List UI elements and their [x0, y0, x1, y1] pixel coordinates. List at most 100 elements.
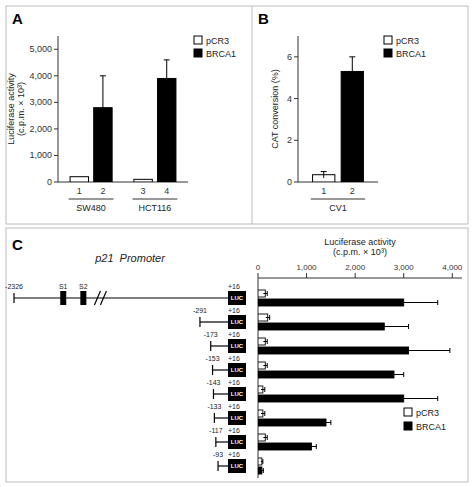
bar — [70, 177, 88, 182]
construct-start — [199, 317, 200, 327]
y-tick-label: 5,000 — [29, 44, 52, 54]
text-line: Luciferase activity — [6, 73, 16, 145]
y-tick — [54, 128, 58, 129]
x-tick-label: 3 — [141, 186, 146, 196]
y-tick-label: 6 — [287, 52, 292, 62]
error-bar — [261, 389, 265, 390]
legend-label: pCR3 — [396, 36, 419, 46]
construct-line — [218, 465, 228, 466]
reporter-box — [228, 435, 246, 449]
construct-line — [213, 369, 228, 370]
y-axis-label: CAT conversion (%) — [270, 69, 280, 149]
reporter-label: LUC — [231, 439, 244, 445]
reporter-box — [228, 291, 246, 305]
x-tick — [355, 273, 356, 278]
legend-swatch — [404, 408, 412, 416]
error-bar — [102, 76, 103, 140]
x-tick-label: 2 — [350, 186, 355, 196]
error-cap — [408, 324, 409, 329]
plot-area — [313, 57, 364, 182]
y-tick — [54, 49, 58, 50]
bar — [134, 179, 152, 182]
reporter-box — [228, 363, 246, 377]
y-tick-label: 2,000 — [29, 124, 52, 134]
bar — [258, 371, 394, 378]
construct-start — [217, 461, 218, 471]
x-tick-label: 1 — [77, 186, 82, 196]
y-tick-label: 1,000 — [29, 150, 52, 160]
error-cap — [164, 59, 170, 60]
error-bar — [370, 302, 438, 303]
y-axis-label: Luciferase activity(c.p.m. × 10³) — [6, 73, 26, 145]
site-label: S1 — [59, 283, 68, 290]
error-cap — [267, 291, 268, 296]
x-tick — [452, 273, 453, 278]
y-tick-label: 0 — [287, 177, 292, 187]
y-tick — [294, 56, 298, 57]
legend-label: pCR3 — [416, 408, 439, 418]
y-tick-label: 3,000 — [29, 97, 52, 107]
bar — [341, 71, 363, 182]
bar — [258, 458, 262, 465]
construct-line — [214, 417, 228, 418]
y-axis — [58, 36, 59, 182]
construct-label: -143 — [206, 379, 220, 386]
reporter-label: LUC — [231, 343, 244, 349]
y-tick — [294, 140, 298, 141]
construct-label: -133 — [207, 403, 221, 410]
end-label: +16 — [228, 427, 240, 434]
y-axis — [298, 36, 299, 182]
construct-start — [214, 413, 215, 423]
construct-label: -153 — [206, 355, 220, 362]
y-tick-label: 0 — [47, 177, 52, 187]
group-line — [69, 199, 114, 200]
reporter-box — [228, 315, 246, 329]
x-tick — [403, 273, 404, 278]
break-mark — [94, 291, 100, 305]
x-tick-label: 0 — [256, 263, 261, 272]
end-label: +16 — [228, 379, 240, 386]
end-label: +16 — [228, 355, 240, 362]
legend-label: BRCA1 — [396, 49, 426, 59]
bar — [258, 419, 326, 426]
legend-label: pCR3 — [206, 36, 229, 46]
text-line: Luciferase activity — [324, 237, 396, 247]
end-label: +16 — [228, 307, 240, 314]
error-bar — [261, 413, 265, 414]
x-tick — [306, 273, 307, 278]
x-tick-label: 2,000 — [345, 263, 366, 272]
error-cap — [262, 459, 263, 464]
error-cap — [330, 420, 331, 425]
reporter-box — [228, 459, 246, 473]
error-cap — [267, 339, 268, 344]
reporter-label: LUC — [231, 295, 244, 301]
error-bar — [321, 422, 331, 423]
error-cap — [267, 435, 268, 440]
legend-label: BRCA1 — [206, 49, 236, 59]
plot-area — [70, 60, 176, 182]
legend-swatch — [194, 49, 202, 57]
y-tick-label: 2 — [287, 135, 292, 145]
panel: Cp21 PromoterLuciferase activity(c.p.m. … — [5, 236, 463, 478]
construct-label: -291 — [193, 307, 207, 314]
error-cap — [349, 56, 355, 57]
error-bar — [263, 437, 267, 438]
legend-swatch — [404, 422, 412, 430]
construct-start — [13, 293, 14, 303]
construct-line — [14, 297, 228, 298]
construct-label: -173 — [204, 331, 218, 338]
error-bar — [352, 57, 353, 86]
reporter-label: LUC — [231, 391, 244, 397]
construct-label: -117 — [209, 427, 223, 434]
x-tick-label: 1 — [321, 186, 326, 196]
error-cap — [100, 75, 106, 76]
text-line: (c.p.m. × 10³) — [333, 247, 387, 257]
error-cap — [437, 396, 438, 401]
error-cap — [321, 171, 327, 172]
text-line: (c.p.m. × 10³) — [16, 82, 26, 136]
error-cap — [264, 387, 265, 392]
error-cap — [403, 372, 404, 377]
construct-start — [210, 341, 211, 351]
y-tick-label: 4,000 — [29, 71, 52, 81]
panel: B0246CAT conversion (%)12CV1pCR3BRCA1 — [258, 10, 426, 213]
